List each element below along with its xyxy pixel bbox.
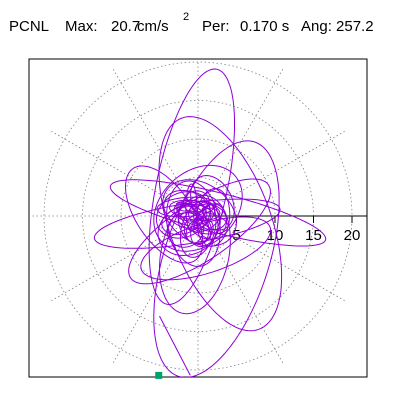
orbit-loop (124, 165, 204, 264)
orbit-core-loop (156, 196, 217, 218)
grid-spoke (197, 69, 284, 217)
radial-tick-label: 20 (344, 227, 361, 244)
orbit-loop (158, 116, 283, 332)
orbit-core-loop (175, 201, 212, 240)
radial-tick-label: 5 (232, 227, 240, 244)
orbit-loop (162, 179, 237, 247)
max-unit: cm/s (137, 18, 169, 35)
orbit-loop (140, 216, 272, 281)
angle-readout: Ang: 257.2 (301, 18, 374, 35)
orbit-core-loop (163, 189, 212, 230)
orbit-loop (153, 164, 243, 252)
orbit-core-loop (177, 203, 210, 245)
station-code: PCNL (9, 18, 50, 35)
orbit-core-loop (190, 207, 221, 248)
orbit-core-loop (195, 188, 231, 247)
orbit-core-loop (157, 203, 219, 257)
orbit-loop (148, 68, 235, 306)
orbit-loop (109, 179, 327, 247)
radial-axis: 5 10 15 20 (198, 215, 367, 244)
period-label: Per: (202, 18, 230, 35)
orbit-loop (128, 178, 271, 285)
end-marker (155, 371, 163, 379)
max-value: 20.7 (111, 18, 141, 35)
grid-spoke (197, 130, 345, 217)
orbit-segment (159, 315, 191, 376)
orbit-core-loop (155, 191, 211, 239)
orbit-loop (93, 198, 281, 249)
orbit-core-loop (178, 200, 201, 212)
max-unit-exponent: 2 (183, 11, 190, 23)
end-marker-group (155, 371, 163, 379)
radial-tick-label: 15 (305, 227, 322, 244)
max-label: Max: (65, 18, 98, 35)
header: PCNL Max: 20.7 cm/s 2 Per: 0.170 s Ang: … (0, 0, 400, 50)
orbit-trace (93, 68, 327, 377)
orbit-core-loop (183, 214, 212, 245)
period-value: 0.170 s (240, 18, 290, 35)
grid-spoke (51, 215, 199, 302)
grid-spoke (51, 130, 199, 217)
